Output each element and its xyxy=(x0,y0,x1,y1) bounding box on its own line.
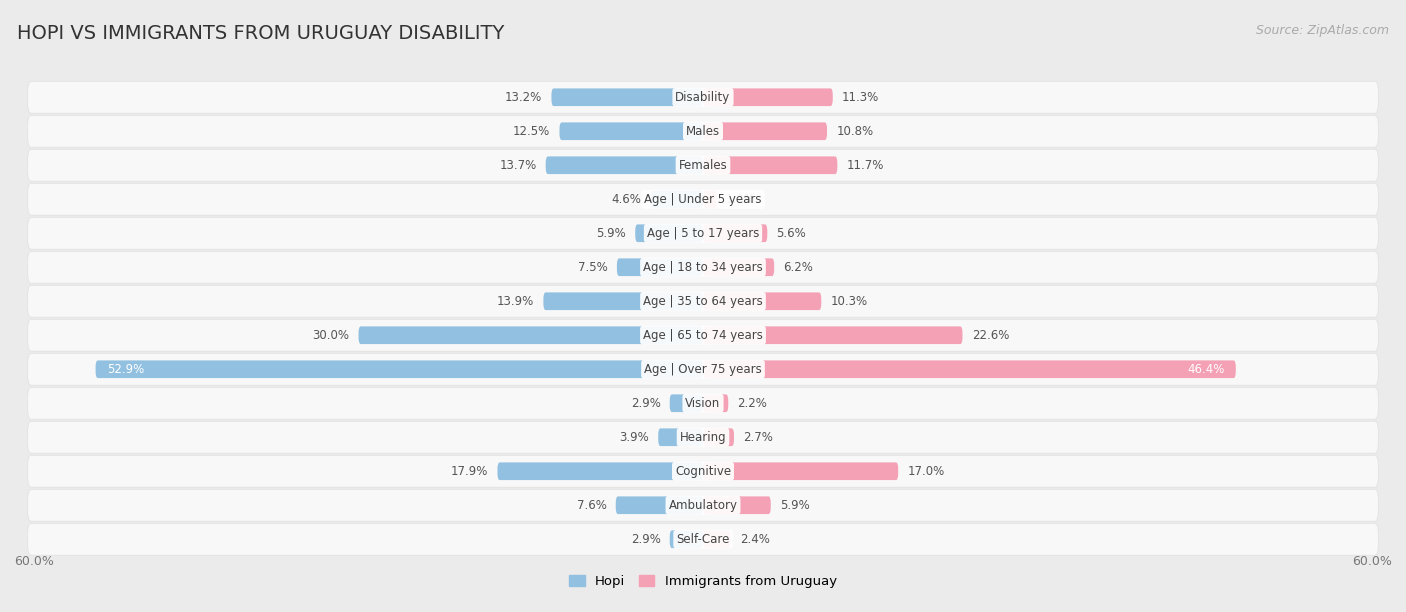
Text: 2.9%: 2.9% xyxy=(631,397,661,410)
Text: Females: Females xyxy=(679,159,727,172)
FancyBboxPatch shape xyxy=(560,122,703,140)
FancyBboxPatch shape xyxy=(28,252,1378,283)
FancyBboxPatch shape xyxy=(703,122,827,140)
Text: Ambulatory: Ambulatory xyxy=(668,499,738,512)
Text: 2.9%: 2.9% xyxy=(631,532,661,546)
FancyBboxPatch shape xyxy=(636,225,703,242)
Text: Disability: Disability xyxy=(675,91,731,104)
FancyBboxPatch shape xyxy=(703,326,963,344)
Text: 4.6%: 4.6% xyxy=(612,193,641,206)
Text: 1.2%: 1.2% xyxy=(725,193,756,206)
Text: 11.7%: 11.7% xyxy=(846,159,884,172)
FancyBboxPatch shape xyxy=(28,455,1378,487)
FancyBboxPatch shape xyxy=(28,149,1378,181)
Text: Age | 65 to 74 years: Age | 65 to 74 years xyxy=(643,329,763,341)
Text: Age | Over 75 years: Age | Over 75 years xyxy=(644,363,762,376)
Text: 13.2%: 13.2% xyxy=(505,91,543,104)
FancyBboxPatch shape xyxy=(617,258,703,276)
FancyBboxPatch shape xyxy=(703,293,821,310)
FancyBboxPatch shape xyxy=(28,81,1378,113)
Text: 10.3%: 10.3% xyxy=(831,295,868,308)
Text: 3.9%: 3.9% xyxy=(619,431,650,444)
Text: 12.5%: 12.5% xyxy=(513,125,550,138)
Text: 7.6%: 7.6% xyxy=(576,499,606,512)
FancyBboxPatch shape xyxy=(703,225,768,242)
FancyBboxPatch shape xyxy=(28,217,1378,249)
Text: 2.7%: 2.7% xyxy=(744,431,773,444)
FancyBboxPatch shape xyxy=(498,463,703,480)
Text: 52.9%: 52.9% xyxy=(107,363,145,376)
FancyBboxPatch shape xyxy=(703,88,832,106)
Text: HOPI VS IMMIGRANTS FROM URUGUAY DISABILITY: HOPI VS IMMIGRANTS FROM URUGUAY DISABILI… xyxy=(17,24,505,43)
Text: 30.0%: 30.0% xyxy=(312,329,349,341)
Legend: Hopi, Immigrants from Uruguay: Hopi, Immigrants from Uruguay xyxy=(564,570,842,593)
Text: Age | 35 to 64 years: Age | 35 to 64 years xyxy=(643,295,763,308)
Text: 10.8%: 10.8% xyxy=(837,125,873,138)
Text: 17.0%: 17.0% xyxy=(907,465,945,478)
Text: 22.6%: 22.6% xyxy=(972,329,1010,341)
FancyBboxPatch shape xyxy=(28,353,1378,385)
FancyBboxPatch shape xyxy=(669,394,703,412)
Text: Males: Males xyxy=(686,125,720,138)
FancyBboxPatch shape xyxy=(703,428,734,446)
Text: Age | 5 to 17 years: Age | 5 to 17 years xyxy=(647,226,759,240)
FancyBboxPatch shape xyxy=(28,285,1378,317)
Text: Cognitive: Cognitive xyxy=(675,465,731,478)
Text: 11.3%: 11.3% xyxy=(842,91,879,104)
FancyBboxPatch shape xyxy=(543,293,703,310)
Text: 5.9%: 5.9% xyxy=(596,226,626,240)
FancyBboxPatch shape xyxy=(28,523,1378,555)
Text: 60.0%: 60.0% xyxy=(14,555,53,568)
Text: Hearing: Hearing xyxy=(679,431,727,444)
Text: Age | 18 to 34 years: Age | 18 to 34 years xyxy=(643,261,763,274)
FancyBboxPatch shape xyxy=(703,190,717,208)
FancyBboxPatch shape xyxy=(703,360,1236,378)
Text: 13.7%: 13.7% xyxy=(499,159,537,172)
FancyBboxPatch shape xyxy=(551,88,703,106)
FancyBboxPatch shape xyxy=(28,319,1378,351)
Text: 5.6%: 5.6% xyxy=(776,226,806,240)
FancyBboxPatch shape xyxy=(96,360,703,378)
FancyBboxPatch shape xyxy=(703,157,838,174)
FancyBboxPatch shape xyxy=(703,496,770,514)
Text: 2.2%: 2.2% xyxy=(738,397,768,410)
FancyBboxPatch shape xyxy=(703,463,898,480)
FancyBboxPatch shape xyxy=(616,496,703,514)
Text: 13.9%: 13.9% xyxy=(496,295,534,308)
FancyBboxPatch shape xyxy=(703,258,775,276)
Text: 7.5%: 7.5% xyxy=(578,261,607,274)
Text: 46.4%: 46.4% xyxy=(1187,363,1225,376)
Text: 6.2%: 6.2% xyxy=(783,261,813,274)
FancyBboxPatch shape xyxy=(359,326,703,344)
Text: Age | Under 5 years: Age | Under 5 years xyxy=(644,193,762,206)
FancyBboxPatch shape xyxy=(28,489,1378,521)
Text: Source: ZipAtlas.com: Source: ZipAtlas.com xyxy=(1256,24,1389,37)
Text: 17.9%: 17.9% xyxy=(451,465,488,478)
FancyBboxPatch shape xyxy=(658,428,703,446)
FancyBboxPatch shape xyxy=(703,394,728,412)
FancyBboxPatch shape xyxy=(669,531,703,548)
FancyBboxPatch shape xyxy=(28,387,1378,419)
Text: 5.9%: 5.9% xyxy=(780,499,810,512)
FancyBboxPatch shape xyxy=(28,183,1378,215)
Text: 60.0%: 60.0% xyxy=(1353,555,1392,568)
Text: Vision: Vision xyxy=(685,397,721,410)
FancyBboxPatch shape xyxy=(28,115,1378,147)
FancyBboxPatch shape xyxy=(546,157,703,174)
Text: 2.4%: 2.4% xyxy=(740,532,769,546)
FancyBboxPatch shape xyxy=(650,190,703,208)
Text: Self-Care: Self-Care xyxy=(676,532,730,546)
FancyBboxPatch shape xyxy=(703,531,731,548)
FancyBboxPatch shape xyxy=(28,421,1378,453)
